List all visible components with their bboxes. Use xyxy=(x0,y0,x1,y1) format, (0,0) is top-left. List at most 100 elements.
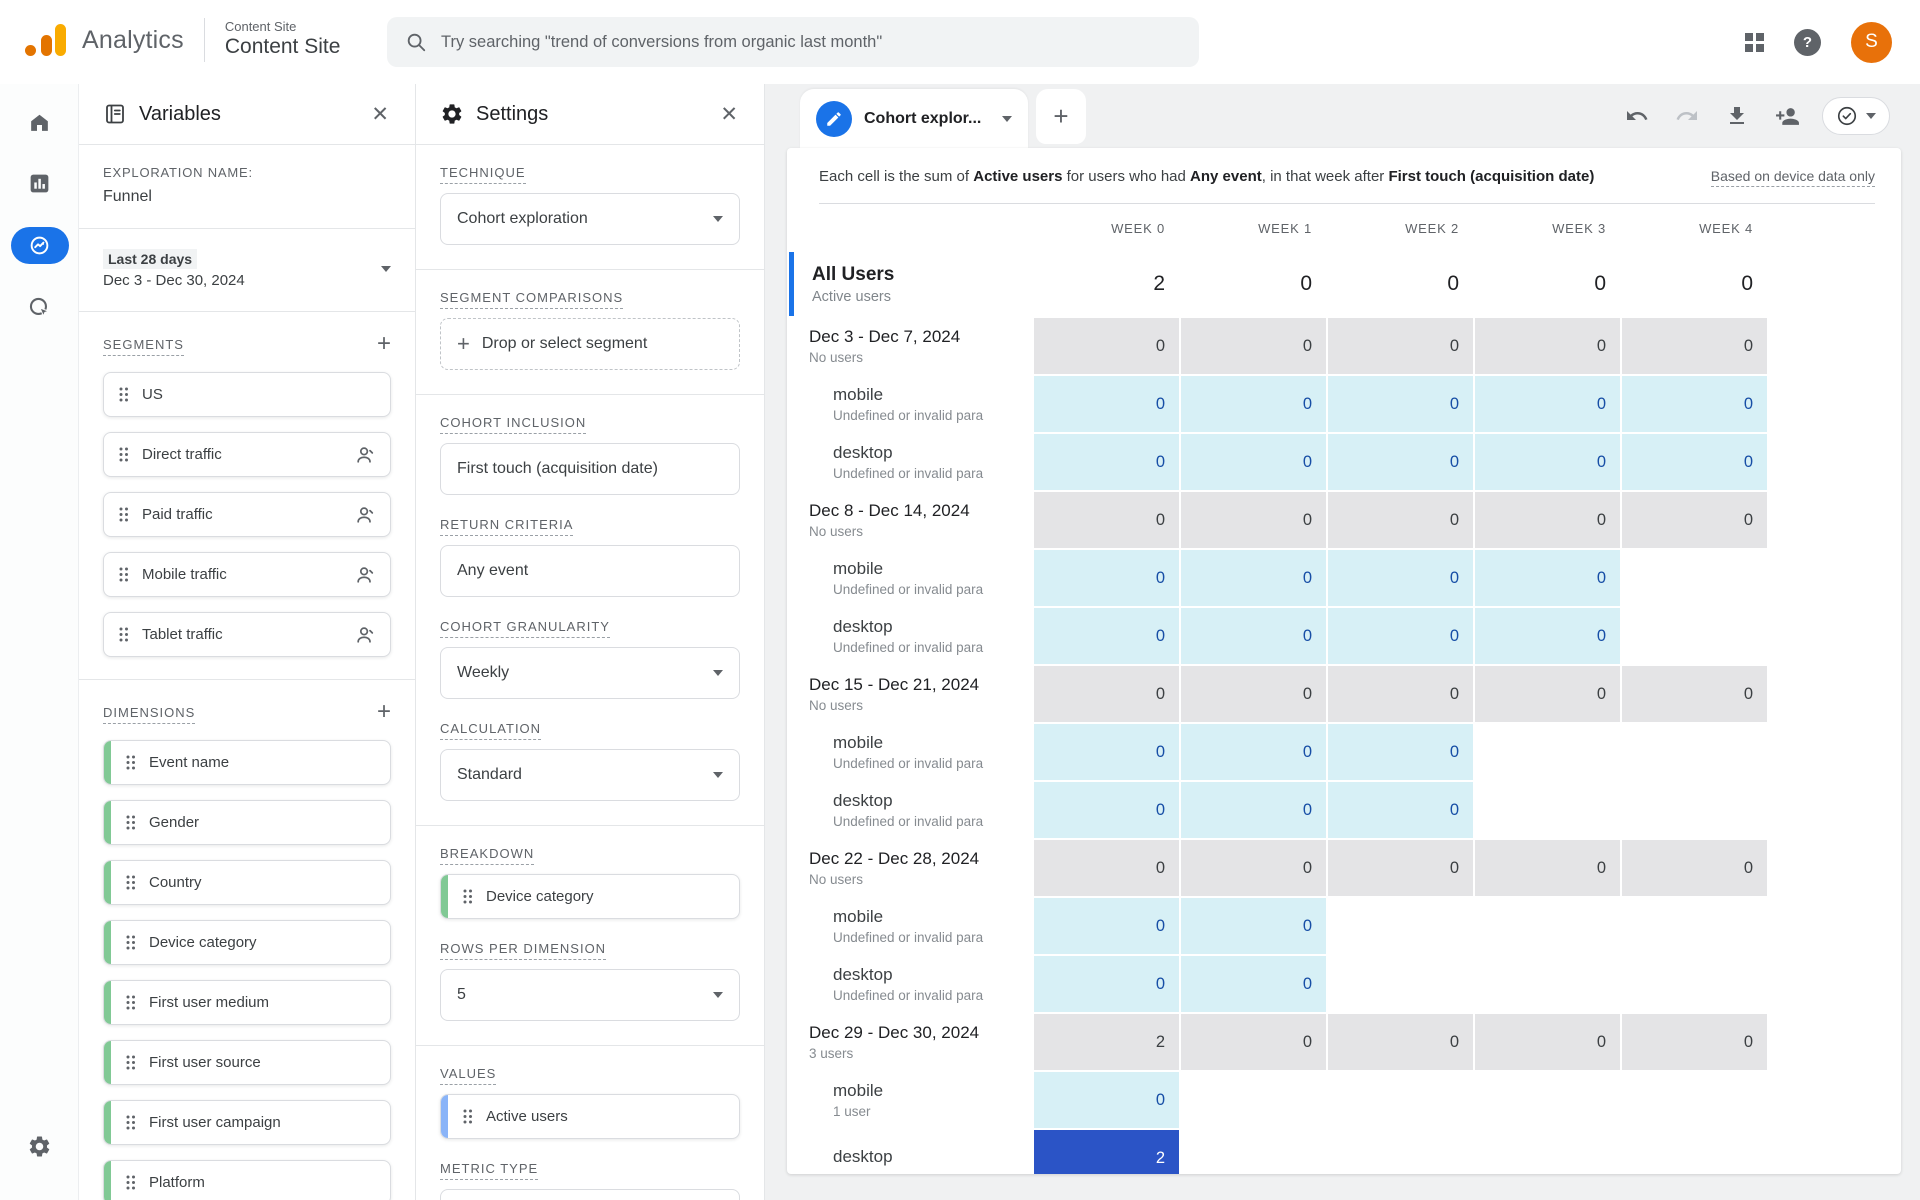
cohort-group-label: Dec 3 - Dec 7, 2024 No users xyxy=(809,327,961,365)
admin-gear-icon[interactable] xyxy=(0,1122,79,1170)
cohort-cell: 0 xyxy=(1328,724,1473,780)
people-icon xyxy=(357,506,374,523)
segment-chip[interactable]: US xyxy=(103,372,391,417)
drag-handle-icon[interactable] xyxy=(125,1114,136,1131)
undo-icon[interactable] xyxy=(1622,101,1652,131)
add-tab-button[interactable]: + xyxy=(1036,89,1086,144)
drag-handle-icon[interactable] xyxy=(118,386,129,403)
cohort-cell: 0 xyxy=(1447,272,1459,295)
nav-home-icon[interactable] xyxy=(0,98,79,146)
dropzone-text: Drop or select segment xyxy=(481,335,648,352)
data-source-footnote[interactable]: Based on device data only xyxy=(1710,168,1875,187)
tab-cohort-exploration[interactable]: Cohort explor... xyxy=(800,89,1028,148)
nav-explore-icon[interactable] xyxy=(0,221,79,269)
download-icon[interactable] xyxy=(1722,101,1752,131)
cohort-cell: 0 xyxy=(1181,956,1326,1012)
property-switcher[interactable]: Content Site Content Site xyxy=(225,20,341,59)
cohort-cell: 0 xyxy=(1741,272,1753,295)
technique-dropdown[interactable]: Cohort exploration xyxy=(440,193,740,245)
breakdown-row: desktop 2 xyxy=(789,1130,1767,1174)
cohort-cell xyxy=(1181,1072,1326,1128)
tab-label: Cohort explor... xyxy=(864,109,982,127)
drag-handle-icon[interactable] xyxy=(125,994,136,1011)
drag-handle-icon[interactable] xyxy=(125,754,136,771)
segment-chip[interactable]: Tablet traffic xyxy=(103,612,391,657)
global-search[interactable] xyxy=(387,17,1199,67)
dimension-chip[interactable]: Platform xyxy=(103,1160,391,1200)
breakdown-chip[interactable]: Device category xyxy=(440,874,740,919)
drag-handle-icon[interactable] xyxy=(118,446,129,463)
exploration-name-value[interactable]: Funnel xyxy=(103,188,152,205)
exploration-name-section[interactable]: EXPLORATION NAME: Funnel xyxy=(79,145,415,229)
metric-type-dropdown[interactable]: Sum xyxy=(440,1189,740,1200)
add-segment-button[interactable]: + xyxy=(376,330,391,357)
edit-pencil-icon xyxy=(816,100,852,137)
help-icon[interactable]: ? xyxy=(1794,28,1821,56)
avatar[interactable]: S xyxy=(1851,21,1892,63)
drag-handle-icon[interactable] xyxy=(462,888,473,905)
settings-panel: Settings ✕ TECHNIQUE Cohort exploration SE… xyxy=(416,84,765,1200)
breakdown-row: desktop Undefined or invalid para 0 0 0 0 xyxy=(789,608,1767,664)
drag-handle-icon[interactable] xyxy=(462,1108,473,1125)
close-variables-icon[interactable]: ✕ xyxy=(371,102,389,126)
drag-handle-icon[interactable] xyxy=(125,934,136,951)
cohort-cell: 0 xyxy=(1181,376,1326,432)
cohort-inclusion-field[interactable]: First touch (acquisition date) xyxy=(440,443,740,495)
drag-handle-icon[interactable] xyxy=(118,506,129,523)
week-column-header: WEEK 4 xyxy=(1699,220,1753,236)
plus-icon: + xyxy=(457,331,470,356)
breakdown-row: desktop Undefined or invalid para 0 0 xyxy=(789,956,1767,1012)
drag-handle-icon[interactable] xyxy=(118,626,129,643)
drag-handle-icon[interactable] xyxy=(118,566,129,583)
cohort-cell: 2 xyxy=(1034,1130,1179,1174)
property-name: Content Site xyxy=(224,35,341,59)
cohort-cell: 0 xyxy=(1328,840,1473,896)
cohort-cell: 0 xyxy=(1181,666,1326,722)
cohort-cell xyxy=(1328,1130,1473,1174)
drag-handle-icon[interactable] xyxy=(125,814,136,831)
chip-label: Paid traffic xyxy=(142,506,213,523)
drag-handle-icon[interactable] xyxy=(125,1054,136,1071)
cohort-cell: 0 xyxy=(1622,376,1767,432)
calculation-label: CALCULATION xyxy=(440,721,542,740)
cohort-cell: 0 xyxy=(1328,608,1473,664)
segment-chip[interactable]: Mobile traffic xyxy=(103,552,391,597)
apps-grid-icon[interactable] xyxy=(1745,32,1764,52)
dimension-chip[interactable]: First user medium xyxy=(103,980,391,1025)
segment-comparisons-dropzone[interactable]: + Drop or select segment xyxy=(440,318,740,370)
dimension-chip[interactable]: First user campaign xyxy=(103,1100,391,1145)
green-accent-bar xyxy=(104,1161,111,1200)
redo-icon[interactable] xyxy=(1672,101,1702,131)
date-range-selector[interactable]: Last 28 days Dec 3 - Dec 30, 2024 xyxy=(103,249,391,289)
saved-status-button[interactable] xyxy=(1822,97,1890,135)
calculation-dropdown[interactable]: Standard xyxy=(440,749,740,801)
cohort-cell: 2 xyxy=(1034,1014,1179,1070)
org-label: Content Site xyxy=(224,19,297,35)
field-value: Standard xyxy=(457,766,522,783)
dimension-chip[interactable]: Gender xyxy=(103,800,391,845)
nav-reports-icon[interactable] xyxy=(0,159,79,207)
values-chip[interactable]: Active users xyxy=(440,1094,740,1139)
cohort-cell: 0 xyxy=(1034,666,1179,722)
dimension-chip[interactable]: Country xyxy=(103,860,391,905)
share-with-people-icon[interactable] xyxy=(1772,101,1802,131)
cohort-granularity-dropdown[interactable]: Weekly xyxy=(440,647,740,699)
add-dimension-button[interactable]: + xyxy=(376,698,391,725)
nav-advertising-icon[interactable] xyxy=(0,283,79,331)
segment-chip[interactable]: Direct traffic xyxy=(103,432,391,477)
rows-per-dimension-dropdown[interactable]: 5 xyxy=(440,969,740,1021)
drag-handle-icon[interactable] xyxy=(125,874,136,891)
search-input[interactable] xyxy=(441,32,1181,52)
cohort-granularity-label: COHORT GRANULARITY xyxy=(440,619,610,638)
close-settings-icon[interactable]: ✕ xyxy=(720,102,738,126)
dimension-chip[interactable]: Event name xyxy=(103,740,391,785)
chevron-down-icon xyxy=(381,266,391,272)
return-criteria-field[interactable]: Any event xyxy=(440,545,740,597)
dimension-chip[interactable]: First user source xyxy=(103,1040,391,1085)
cohort-cell: 0 xyxy=(1622,492,1767,548)
segment-chip[interactable]: Paid traffic xyxy=(103,492,391,537)
week-column-header: WEEK 3 xyxy=(1552,220,1606,236)
breakdown-label: desktop Undefined or invalid para xyxy=(833,791,984,829)
drag-handle-icon[interactable] xyxy=(125,1174,136,1191)
dimension-chip[interactable]: Device category xyxy=(103,920,391,965)
